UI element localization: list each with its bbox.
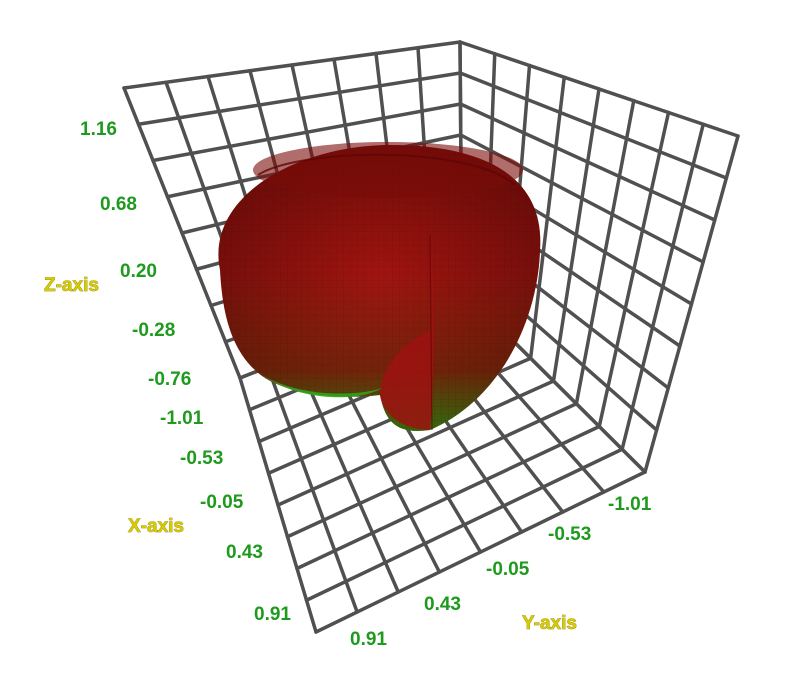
y-tick-label: -0.05	[486, 559, 530, 580]
y-tick-label: -0.53	[548, 524, 591, 545]
y-ticks: 0.91 0.43 -0.05 -0.53 -1.01	[350, 494, 652, 650]
grid-line	[285, 402, 579, 539]
grid-line	[643, 134, 740, 474]
y-axis-label: Y-axis	[522, 613, 577, 634]
y-tick-label: -1.01	[608, 494, 652, 515]
x-tick-label: 0.43	[226, 542, 263, 563]
x-tick-label: 0.91	[254, 604, 291, 625]
x-tick-label: -0.05	[200, 492, 244, 513]
grid-line	[597, 110, 671, 429]
z-tick-label: 0.20	[120, 261, 157, 282]
x-axis-label: X-axis	[128, 516, 184, 537]
x-ticks: -1.01 -0.53 -0.05 0.43 0.91	[160, 408, 291, 625]
x-tick-label: -1.01	[160, 408, 204, 429]
grid-line	[620, 122, 705, 451]
surface	[218, 142, 541, 431]
grid-line	[304, 447, 624, 602]
z-tick-label: -0.76	[148, 369, 191, 390]
z-tick-label: 1.16	[80, 119, 117, 140]
grid-line	[574, 99, 636, 406]
y-tick-label: 0.91	[350, 629, 387, 650]
z-ticks: 1.16 0.68 0.20 -0.28 -0.76	[80, 119, 191, 390]
z-tick-label: 0.68	[100, 194, 137, 215]
z-tick-label: -0.28	[132, 320, 175, 341]
z-axis-label: Z-axis	[44, 275, 99, 296]
grid-line	[276, 379, 556, 507]
y-tick-label: 0.43	[424, 594, 461, 615]
grid-line	[314, 470, 647, 634]
x-tick-label: -0.53	[180, 448, 223, 469]
grid-line	[295, 424, 601, 571]
